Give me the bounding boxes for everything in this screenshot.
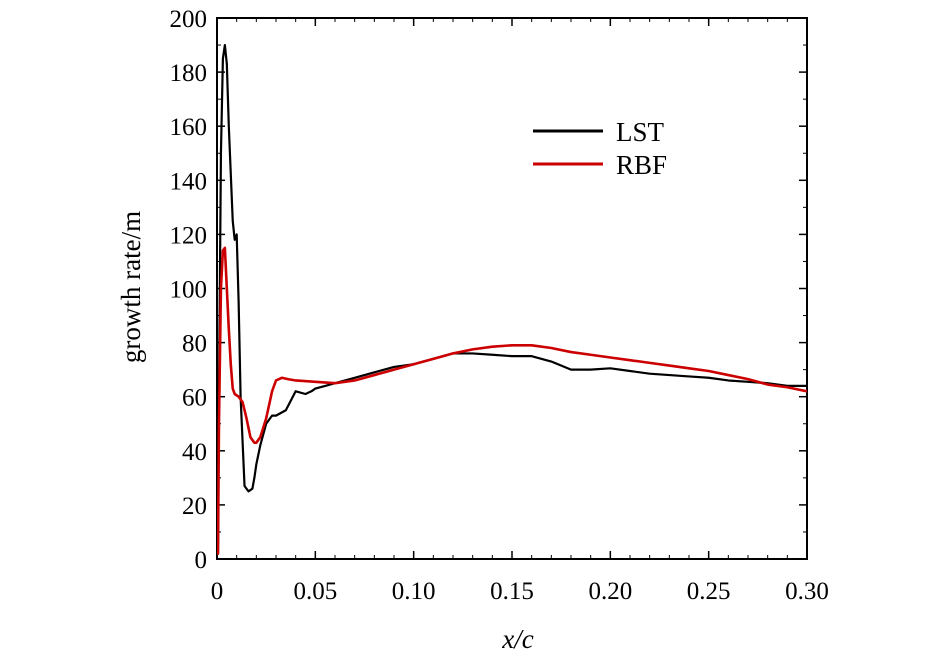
- legend-label-lst: LST: [616, 117, 665, 147]
- y-tick-label: 200: [170, 6, 208, 33]
- x-axis-label: x/c: [501, 624, 533, 654]
- x-tick-label: 0.25: [687, 578, 731, 605]
- x-tick-label: 0.20: [588, 578, 632, 605]
- legend-label-rbf: RBF: [616, 150, 667, 180]
- y-tick-label: 180: [170, 60, 208, 87]
- series-line-lst: [217, 43, 807, 555]
- plot-area-frame: [216, 17, 808, 560]
- x-tick-label: 0.10: [392, 578, 436, 605]
- y-tick-label: 80: [182, 331, 207, 358]
- y-axis-label: growth rate/m: [116, 211, 146, 363]
- x-axis: 0 0.05 0.10 0.15 0.20 0.25 0.30: [211, 18, 829, 605]
- y-tick-label: 40: [182, 439, 207, 466]
- y-tick-label: 20: [182, 493, 207, 520]
- x-tick-label: 0: [211, 578, 224, 605]
- y-tick-label: 0: [195, 547, 208, 574]
- y-tick-label: 100: [170, 277, 208, 304]
- x-tick-label: 0.05: [293, 578, 337, 605]
- y-tick-label: 160: [170, 114, 208, 141]
- legend: LST RBF: [533, 117, 667, 180]
- y-axis: 0 20 40 60 80 100 120 140 160 180 200: [170, 6, 807, 574]
- series-line-rbf: [217, 246, 807, 555]
- y-tick-label: 140: [170, 168, 208, 195]
- x-tick-label: 0.30: [785, 578, 829, 605]
- series-group: [217, 43, 807, 555]
- x-tick-label: 0.15: [490, 578, 534, 605]
- y-tick-label: 120: [170, 222, 208, 249]
- y-tick-label: 60: [182, 385, 207, 412]
